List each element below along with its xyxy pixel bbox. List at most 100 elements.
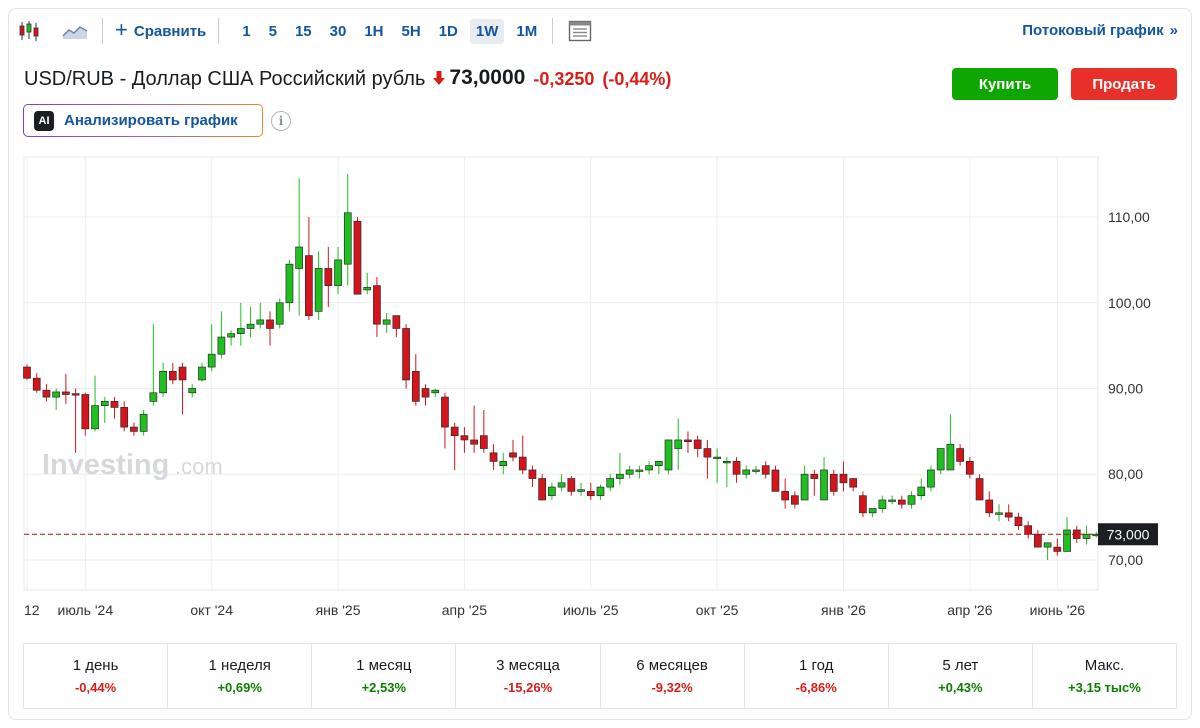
candle	[149, 324, 158, 406]
interval-1h[interactable]: 1H	[364, 22, 384, 40]
candle	[674, 418, 683, 470]
candle	[227, 330, 235, 346]
candle	[373, 277, 381, 338]
candle-body	[820, 469, 828, 501]
analyze-chart-button[interactable]: AI Анализировать график	[23, 104, 263, 137]
watermark-suffix: .com	[175, 454, 223, 479]
performance-value: +0,69%	[217, 680, 262, 695]
candle-body	[518, 456, 527, 471]
x-tick-label: янв '25	[316, 602, 361, 618]
candle	[956, 444, 964, 466]
candle-body	[810, 473, 819, 479]
interval-30[interactable]: 30	[329, 22, 347, 40]
candle-body	[275, 302, 284, 325]
candle-body	[625, 469, 634, 475]
candle	[1034, 529, 1042, 548]
candle-body	[188, 388, 197, 394]
candle-body	[421, 388, 430, 398]
candle	[120, 401, 129, 432]
performance-value: -6,86%	[795, 680, 837, 695]
candle-body	[363, 286, 372, 291]
performance-period: 3 месяца	[496, 657, 560, 674]
candle-body	[198, 366, 206, 381]
interval-1m[interactable]: 1M	[516, 22, 538, 40]
candle	[917, 478, 926, 500]
candle-body	[674, 439, 683, 449]
candle-body	[965, 461, 974, 475]
candle	[946, 414, 955, 471]
candle	[693, 435, 702, 458]
candle	[509, 439, 517, 462]
candle	[548, 482, 556, 500]
stream-chart-label: Потоковый график	[1022, 22, 1164, 39]
candle	[1053, 538, 1062, 556]
candle-body	[528, 469, 537, 479]
candle	[722, 457, 731, 488]
candle-body	[907, 495, 916, 505]
y-tick-label: 110,00	[1108, 209, 1150, 225]
interval-1d[interactable]: 1D	[438, 22, 458, 40]
price-chart[interactable]: Investing .com 70,00 80,00 90,00 100,00 110,…	[0, 0, 1200, 640]
compare-button[interactable]: + Сравнить	[109, 17, 212, 42]
candle-body	[1053, 546, 1062, 552]
candle-body	[509, 452, 517, 458]
candle	[713, 448, 721, 483]
candle-body	[305, 255, 313, 316]
candle	[363, 272, 372, 295]
candle	[975, 474, 984, 501]
x-tick-label: июль '24	[58, 602, 114, 618]
interval-5[interactable]: 5	[268, 22, 277, 40]
candlestick-type-icon[interactable]	[8, 8, 50, 54]
stream-chart-link[interactable]: Потоковый график »	[1022, 22, 1178, 39]
candle	[62, 373, 70, 404]
candle-body	[936, 448, 945, 471]
candle	[732, 457, 741, 483]
performance-cell: 1 неделя +0,69%	[168, 644, 313, 708]
performance-value: -15,26%	[503, 680, 553, 695]
candle-body	[266, 319, 274, 329]
sell-button[interactable]: Продать	[1071, 68, 1177, 100]
candle	[256, 302, 265, 329]
interval-15[interactable]: 15	[294, 22, 312, 40]
interval-5h[interactable]: 5H	[401, 22, 421, 40]
candle	[965, 457, 974, 479]
candle-body	[110, 401, 119, 408]
candle-body	[373, 285, 381, 325]
candle-body	[392, 315, 401, 329]
candle-body	[761, 465, 770, 475]
candle	[985, 491, 994, 518]
y-tick-label: 70,00	[1108, 552, 1143, 568]
candle-body	[781, 491, 790, 501]
candle-body	[382, 319, 391, 325]
candle-body	[946, 443, 955, 471]
candle-body	[42, 389, 51, 398]
candle-body	[752, 469, 760, 472]
candle	[334, 247, 342, 295]
candle	[246, 307, 255, 338]
current-price-tag-label: 73,000	[1107, 526, 1150, 542]
candle-body	[703, 448, 712, 458]
candle	[606, 474, 615, 492]
candle-body	[32, 377, 41, 391]
info-icon[interactable]: i	[271, 111, 291, 131]
candle-body	[431, 389, 440, 394]
performance-period: 1 месяц	[356, 657, 412, 674]
x-tick-label: окт '25	[696, 602, 739, 618]
candle-body	[839, 473, 848, 484]
candle-body	[975, 478, 984, 501]
candle	[761, 461, 770, 479]
price-change: -0,3250	[533, 69, 595, 89]
plus-icon: +	[115, 17, 128, 42]
layout-panel-icon[interactable]	[559, 8, 601, 54]
candle-body	[1063, 529, 1071, 552]
candle	[742, 465, 751, 479]
buy-button[interactable]: Купить	[952, 68, 1058, 100]
candle-body	[334, 259, 342, 286]
interval-1[interactable]: 1	[242, 22, 251, 40]
candle-body	[450, 426, 459, 437]
performance-period: 1 день	[72, 657, 119, 674]
area-chart-type-icon[interactable]	[54, 8, 96, 54]
candle-body	[859, 495, 867, 514]
interval-1w[interactable]: 1W	[469, 18, 505, 44]
candle	[411, 354, 420, 406]
